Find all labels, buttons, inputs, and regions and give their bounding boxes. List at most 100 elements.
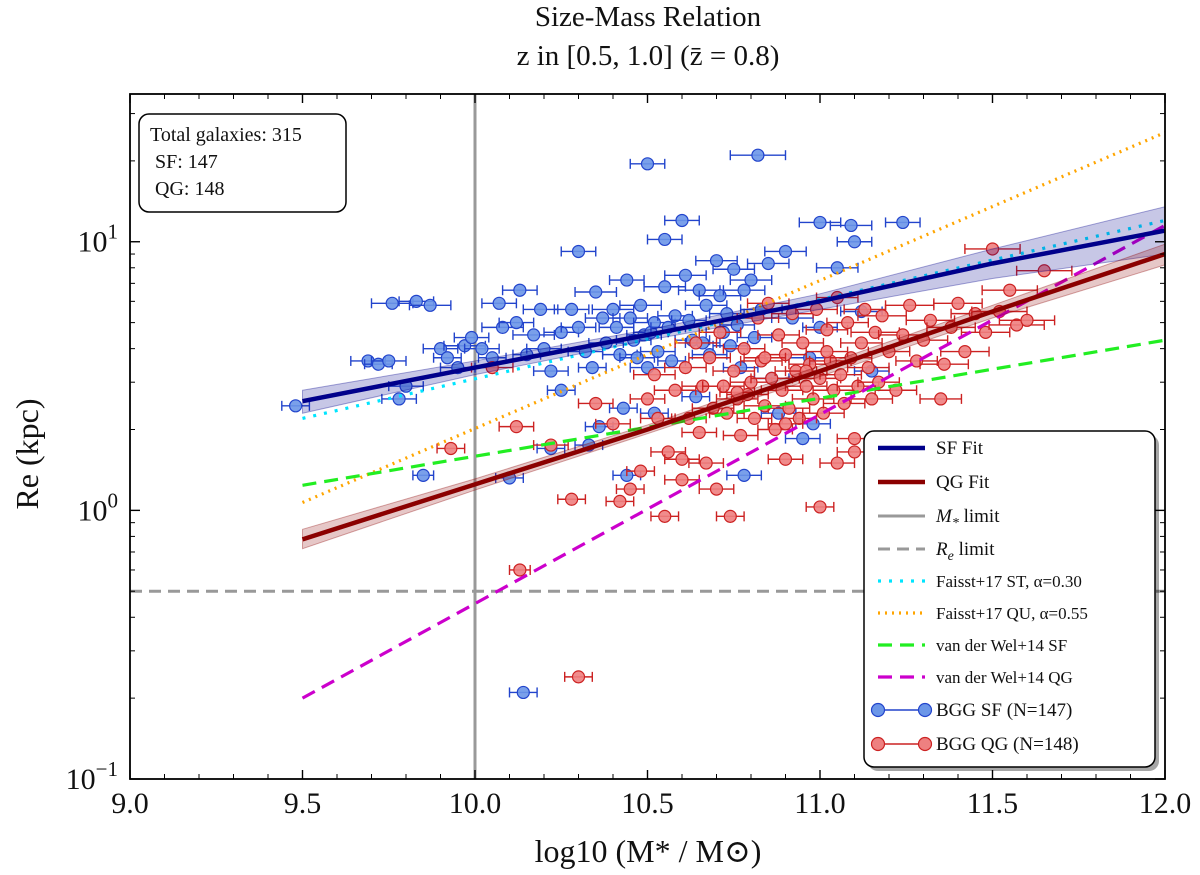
data-point — [629, 157, 666, 171]
point-marker — [985, 242, 1000, 256]
point-marker — [678, 361, 693, 375]
data-point — [370, 296, 414, 310]
point-marker — [620, 273, 634, 287]
data-point — [664, 361, 707, 375]
data-point — [657, 354, 687, 368]
point-marker — [937, 357, 951, 371]
point-marker — [751, 148, 765, 162]
point-marker — [513, 563, 527, 577]
data-point — [826, 316, 869, 330]
point-marker — [416, 468, 430, 482]
point-marker — [709, 254, 724, 268]
point-marker — [675, 213, 689, 228]
data-point — [698, 325, 742, 339]
point-marker — [564, 492, 579, 506]
point-marker — [633, 298, 648, 312]
data-point — [512, 328, 556, 342]
data-point — [577, 361, 607, 375]
legend-swatch-marker — [870, 702, 886, 718]
data-point — [815, 261, 859, 275]
data-point — [564, 670, 593, 684]
data-point — [553, 302, 590, 316]
legend-item-mass-limit: M* limit — [878, 506, 1000, 531]
point-marker — [830, 456, 844, 470]
point-marker — [658, 509, 672, 523]
chart-title-line1: Size-Mass Relation — [535, 1, 762, 33]
point-marker — [875, 309, 889, 323]
data-point — [981, 283, 1039, 297]
point-marker — [844, 218, 858, 233]
x-axis-label: log10 (M* / M⊙) — [535, 833, 762, 869]
point-marker — [623, 482, 637, 496]
data-point — [836, 235, 873, 249]
data-point — [453, 330, 490, 345]
data-point — [798, 215, 842, 230]
point-marker — [813, 500, 827, 514]
point-marker — [585, 361, 599, 375]
point-marker — [616, 401, 630, 415]
point-marker — [847, 432, 862, 446]
x-tick-label: 10.0 — [449, 787, 502, 820]
data-point — [784, 432, 821, 446]
point-marker — [382, 354, 396, 368]
point-marker — [723, 339, 737, 353]
point-marker — [723, 509, 737, 523]
legend-label: SF Fit — [936, 438, 984, 459]
data-point — [463, 342, 500, 356]
point-marker — [564, 302, 579, 316]
point-marker — [709, 482, 724, 496]
point-marker — [571, 320, 586, 334]
legend-item-bgg-qg: BGG QG (N=148) — [870, 734, 1079, 755]
point-marker — [761, 256, 775, 271]
data-point — [560, 244, 597, 259]
point-marker — [861, 361, 875, 375]
point-marker — [668, 383, 682, 397]
data-point — [795, 302, 838, 316]
data-point — [988, 318, 1045, 332]
sf-fit-line — [302, 228, 1165, 404]
data-point — [546, 383, 576, 397]
data-point — [633, 368, 676, 382]
data-point — [726, 468, 763, 482]
point-marker — [737, 468, 751, 482]
point-marker — [699, 298, 713, 312]
qg-count-label: QG: 148 — [155, 178, 224, 200]
legend-label: van der Wel+14 QG — [936, 668, 1073, 687]
point-marker — [758, 351, 772, 365]
data-point — [381, 392, 418, 406]
legend-items: SF Fit QG Fit M* limit Re limit Faisst+17 ST… — [870, 438, 1088, 755]
point-marker — [692, 425, 706, 440]
point-marker — [571, 244, 586, 259]
point-marker — [589, 396, 603, 411]
data-point — [919, 357, 970, 371]
data-point — [688, 351, 731, 365]
point-marker — [820, 344, 834, 359]
data-point — [674, 336, 718, 350]
data-point — [557, 492, 587, 506]
point-marker — [516, 685, 530, 700]
data-point — [664, 452, 700, 466]
legend-frame — [863, 430, 1156, 768]
point-marker — [796, 336, 810, 350]
data-point — [743, 351, 787, 365]
point-marker — [596, 311, 610, 325]
point-marker — [640, 392, 655, 406]
point-marker — [934, 392, 948, 406]
data-point — [608, 401, 638, 415]
legend-item-vdw-sf: van der Wel+14 SF — [878, 636, 1067, 655]
legend-item-vdw-qg: van der Wel+14 QG — [878, 668, 1073, 687]
point-marker — [509, 420, 524, 434]
data-point — [805, 344, 849, 359]
legend-label: van der Wel+14 SF — [936, 636, 1067, 655]
point-marker — [440, 351, 454, 365]
point-marker — [475, 342, 489, 356]
point-marker — [734, 428, 748, 443]
data-point — [508, 563, 531, 577]
point-marker — [661, 445, 675, 459]
data-point — [829, 218, 873, 233]
point-marker — [613, 494, 627, 508]
data-point — [508, 685, 538, 700]
point-marker — [799, 379, 813, 393]
data-point — [712, 262, 756, 276]
